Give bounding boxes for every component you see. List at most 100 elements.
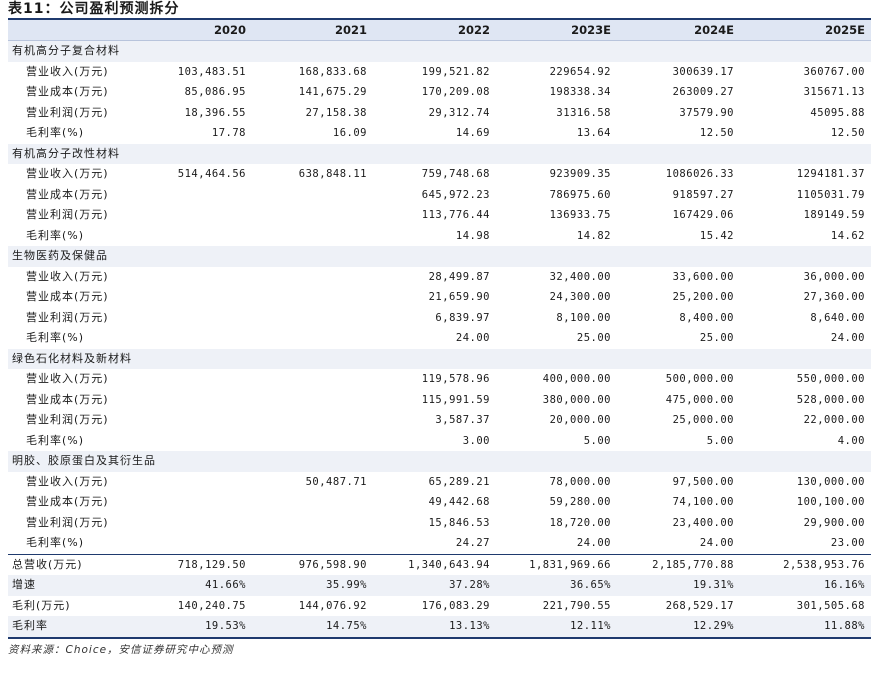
table-row: 营业利润(万元) 18,396.55 27,158.38 29,312.74 31316… [8,103,871,124]
total-row: 增速 41.66% 35.99% 37.28% 36.65% 19.31% 16.16% [8,575,871,596]
value-cell: 32,400.00 [549,270,611,283]
value-cell: 25.00 [699,332,734,344]
total-value-cell: 41.66% [135,575,252,596]
row-label: 毛利率(%) [26,228,85,242]
value-cell [135,410,252,431]
value-cell: 14.82 [576,229,611,242]
total-label: 增速 [8,575,135,596]
value-cell: 136933.75 [549,209,611,221]
value-cell: 315671.13 [803,86,865,98]
value-cell: 50,487.71 [305,475,367,488]
total-value-cell: 12.29% [617,616,740,639]
table-row: 营业收入(万元) 514,464.56 638,848.11 759,748.68 92… [8,164,871,185]
value-cell: 25,000.00 [672,414,734,426]
section-header-row: 有机高分子改性材料 [8,143,871,164]
value-cell: 29,900.00 [803,516,865,529]
total-value-cell: 1,831,969.66 [496,553,617,575]
total-label: 毛利率 [8,616,135,639]
row-label: 营业利润(万元) [26,310,109,324]
value-cell: 31316.58 [556,106,611,119]
value-cell: 8,400.00 [679,311,734,324]
value-cell: 74,100.00 [672,496,734,508]
section-header-row: 绿色石化材料及新材料 [8,348,871,369]
table-row: 营业利润(万元) 113,776.44 136933.75 167429.06 1891… [8,205,871,226]
table-row: 营业成本(万元) 645,972.23 786975.60 918597.27 1105… [8,185,871,206]
table-row: 营业成本(万元) 21,659.90 24,300.00 25,200.00 27,36… [8,287,871,308]
total-value-cell: 12.11% [496,616,617,639]
total-value-cell: 13.13% [373,616,496,639]
value-cell: 24.27 [455,537,490,549]
value-cell: 1105031.79 [796,188,865,201]
value-cell [135,533,252,554]
total-value-cell: 2,185,770.88 [617,553,740,575]
header-cell: 2021 [252,20,373,41]
value-cell: 23,400.00 [672,516,734,529]
value-cell: 103,483.51 [177,65,246,78]
value-cell: 36,000.00 [803,270,865,283]
value-cell: 15,846.53 [428,516,490,529]
row-label: 毛利率(%) [26,126,85,139]
value-cell: 500,000.00 [665,373,734,385]
table-row: 营业成本(万元) 115,991.59 380,000.00 475,000.00 52… [8,390,871,411]
total-value-cell: 19.53% [135,616,252,639]
table-row: 营业成本(万元) 85,086.95 141,675.29 170,209.08 198… [8,82,871,103]
value-cell [135,431,252,452]
total-value-cell: 301,505.68 [740,595,871,616]
value-cell [135,267,252,288]
value-cell: 167429.06 [672,209,734,221]
table-row: 毛利率(%) 3.00 5.00 5.00 4.00 [8,431,871,452]
profit-forecast-table: 2020 2021 2022 2023E 2024E 2025E 有机高分子复合… [8,20,871,639]
value-cell [252,390,373,411]
value-cell: 27,360.00 [803,291,865,303]
value-cell [252,369,373,390]
value-cell: 65,289.21 [428,475,490,488]
value-cell: 170,209.08 [421,86,490,98]
value-cell: 24.00 [830,332,865,344]
header-cell: 2022 [373,20,496,41]
row-label: 毛利率(%) [26,331,85,344]
value-cell: 1086026.33 [665,168,734,180]
value-cell: 21,659.90 [428,291,490,303]
value-cell: 6,839.97 [435,311,490,324]
value-cell: 918597.27 [672,188,734,201]
value-cell [252,205,373,226]
header-cell: 2024E [617,20,740,41]
value-cell: 1294181.37 [796,168,865,180]
value-cell: 168,833.68 [298,65,367,78]
value-cell: 14.69 [455,127,490,139]
row-label: 营业利润(万元) [26,105,109,119]
value-cell: 59,280.00 [549,496,611,508]
table-row: 营业收入(万元) 103,483.51 168,833.68 199,521.82 22… [8,62,871,83]
table-row: 毛利率(%) 14.98 14.82 15.42 14.62 [8,226,871,247]
value-cell [252,308,373,329]
value-cell [135,185,252,206]
value-cell [135,226,252,247]
value-cell: 229654.92 [549,65,611,78]
row-label: 营业收入(万元) [26,474,109,488]
value-cell: 33,600.00 [672,270,734,283]
value-cell [135,492,252,513]
value-cell: 638,848.11 [298,168,367,180]
value-cell [252,513,373,534]
value-cell: 189149.59 [803,209,865,221]
value-cell: 29,312.74 [428,106,490,119]
header-cell: 2023E [496,20,617,41]
section-name: 生物医药及保健品 [8,246,871,267]
row-label: 营业收入(万元) [26,372,109,385]
value-cell: 8,100.00 [556,311,611,324]
total-value-cell: 221,790.55 [496,595,617,616]
value-cell: 786975.60 [549,188,611,201]
total-value-cell: 11.88% [740,616,871,639]
value-cell: 199,521.82 [421,65,490,78]
value-cell: 475,000.00 [665,393,734,406]
value-cell: 25,200.00 [672,291,734,303]
value-cell [135,390,252,411]
value-cell: 20,000.00 [549,414,611,426]
header-row: 2020 2021 2022 2023E 2024E 2025E [8,20,871,41]
value-cell: 141,675.29 [298,86,367,98]
total-label: 总营收(万元) [8,553,135,575]
value-cell: 645,972.23 [421,188,490,201]
value-cell: 12.50 [699,127,734,139]
value-cell: 78,000.00 [549,475,611,488]
value-cell: 28,499.87 [428,270,490,283]
